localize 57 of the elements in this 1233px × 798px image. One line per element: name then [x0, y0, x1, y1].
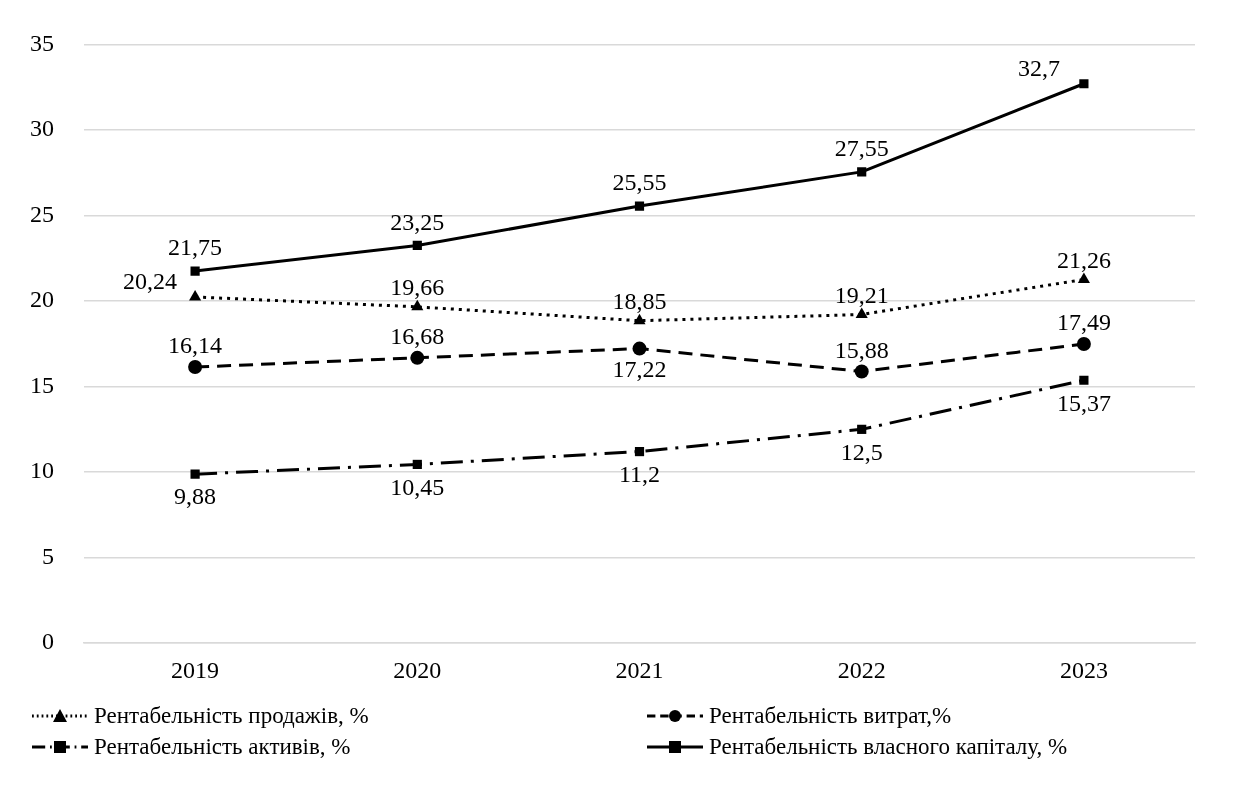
data-label: 17,22 — [612, 355, 667, 382]
y-tick-label: 15 — [30, 371, 54, 398]
y-tick-label: 0 — [42, 628, 54, 655]
legend-label: Рентабельність власного капіталу, % — [709, 733, 1068, 761]
data-label: 25,55 — [612, 169, 667, 196]
point — [634, 446, 645, 457]
x-tick-label: 2021 — [615, 656, 664, 683]
data-label: 12,5 — [840, 438, 883, 465]
data-label: 20,24 — [123, 268, 178, 295]
x-tick-label: 2019 — [171, 656, 220, 683]
y-tick-label: 30 — [30, 115, 54, 142]
legend-label: Рентабельність активів, % — [94, 733, 351, 761]
point — [190, 266, 200, 276]
point — [857, 167, 867, 177]
data-label: 16,14 — [168, 332, 223, 359]
y-tick-label: 10 — [30, 457, 54, 484]
y-tick-label: 35 — [30, 29, 54, 56]
data-label: 23,25 — [390, 208, 445, 235]
x-tick-label: 2023 — [1059, 656, 1108, 683]
x-tick-label: 2022 — [837, 656, 886, 683]
data-label: 17,49 — [1056, 309, 1111, 336]
point — [410, 350, 425, 365]
point — [412, 240, 422, 251]
y-tick-label: 20 — [30, 286, 54, 313]
data-label: 16,68 — [390, 323, 445, 350]
data-label: 32,7 — [1017, 55, 1060, 82]
point — [190, 469, 200, 479]
point — [1077, 272, 1090, 283]
data-label: 15,37 — [1056, 389, 1111, 416]
data-label: 15,88 — [834, 336, 889, 363]
point — [854, 364, 869, 379]
data-label: 19,21 — [834, 281, 889, 308]
point — [857, 424, 867, 434]
point — [1076, 336, 1091, 351]
data-label: 27,55 — [834, 135, 889, 162]
point — [188, 360, 203, 375]
data-label: 21,75 — [168, 234, 223, 261]
legend-label: Рентабельність витрат,% — [709, 702, 952, 730]
data-label: 10,45 — [390, 473, 445, 500]
point — [1079, 79, 1089, 89]
point — [855, 307, 868, 319]
x-tick-label: 2020 — [393, 656, 442, 683]
data-label: 19,66 — [390, 274, 445, 301]
point — [632, 341, 647, 356]
point — [634, 201, 645, 211]
data-label: 11,2 — [618, 460, 661, 487]
point — [1079, 375, 1089, 385]
point — [412, 459, 422, 470]
legend-label: Рентабельність продажів, % — [94, 702, 369, 730]
y-tick-label: 25 — [30, 200, 54, 227]
point — [633, 313, 646, 325]
data-label: 18,85 — [612, 288, 667, 314]
data-label: 9,88 — [174, 483, 217, 510]
data-label: 21,26 — [1056, 246, 1111, 273]
y-tick-label: 5 — [42, 542, 54, 569]
point — [411, 299, 424, 311]
point — [189, 289, 202, 301]
